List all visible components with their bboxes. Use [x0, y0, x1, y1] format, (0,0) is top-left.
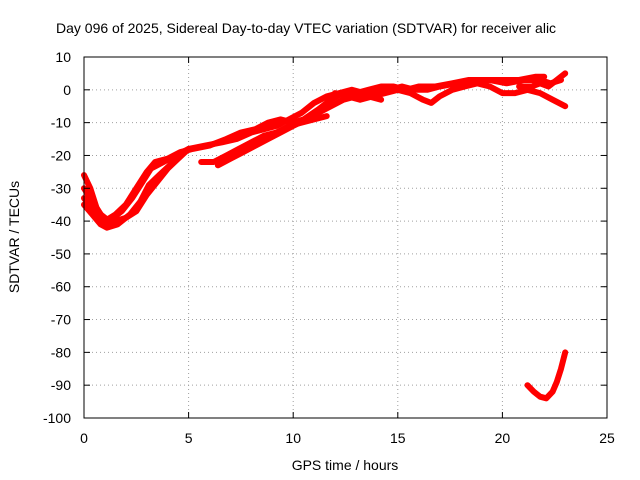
- y-axis-label: SDTVAR / TECUs: [6, 181, 22, 293]
- y-tick-label: -50: [51, 246, 71, 262]
- axis-ticks: 0 5 10 15 20 25-100-90-80-70-60-50-40-30-20-1…: [43, 49, 615, 446]
- y-tick-label: 0: [63, 82, 71, 98]
- y-tick-label: -60: [51, 279, 71, 295]
- data-series-4: [81, 152, 184, 231]
- x-tick-label: 10: [285, 430, 301, 446]
- x-tick-label: 25: [599, 430, 615, 446]
- data-series-7: [332, 80, 569, 110]
- y-tick-label: -10: [51, 115, 71, 131]
- x-tick-label: 15: [390, 430, 406, 446]
- y-tick-label: -100: [43, 410, 71, 426]
- x-axis-label: GPS time / hours: [292, 457, 399, 473]
- y-tick-label: -70: [51, 312, 71, 328]
- y-tick-label: 10: [55, 49, 71, 65]
- y-tick-label: -90: [51, 377, 71, 393]
- y-axis-label-group: SDTVAR / TECUs: [6, 181, 22, 293]
- x-tick-label: 0: [80, 430, 88, 446]
- chart-title: Day 096 of 2025, Sidereal Day-to-day VTE…: [56, 20, 556, 36]
- y-tick-label: -80: [51, 344, 71, 360]
- y-tick-label: -30: [51, 180, 71, 196]
- data-series-8: [516, 70, 569, 90]
- data-series: [81, 70, 569, 402]
- x-tick-label: 5: [185, 430, 193, 446]
- x-tick-label: 20: [495, 430, 511, 446]
- y-tick-label: -40: [51, 213, 71, 229]
- plot-frame: [83, 56, 608, 419]
- data-series-9: [524, 349, 569, 402]
- y-tick-label: -20: [51, 147, 71, 163]
